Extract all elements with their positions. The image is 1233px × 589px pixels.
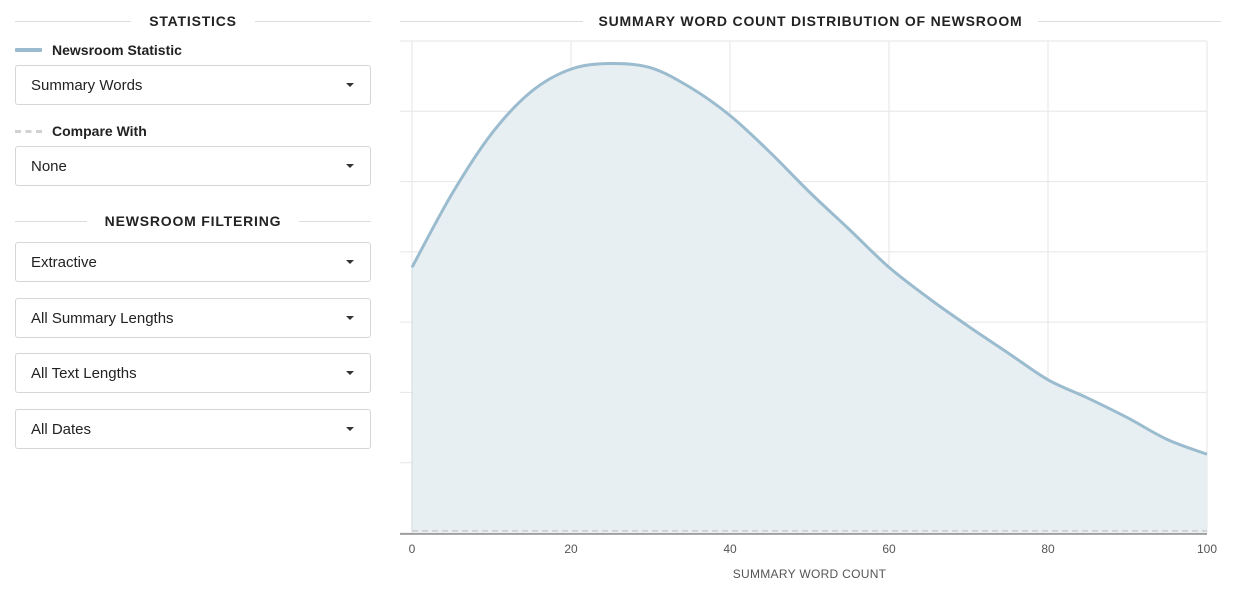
newsroom-statistic-value: Summary Words: [31, 76, 143, 94]
divider: [1037, 20, 1221, 22]
divider: [400, 20, 584, 22]
x-tick-label: 100: [1197, 542, 1217, 556]
statistics-header: STATISTICS: [15, 11, 371, 31]
x-tick-label: 80: [1041, 542, 1055, 556]
x-tick-label: 60: [882, 542, 896, 556]
divider: [299, 220, 371, 222]
x-tick-label: 20: [564, 542, 578, 556]
caret-down-icon: [346, 427, 354, 431]
chart-header: SUMMARY WORD COUNT DISTRIBUTION OF NEWSR…: [400, 11, 1221, 31]
x-axis-label: SUMMARY WORD COUNT: [733, 567, 887, 581]
x-tick-label: 0: [409, 542, 416, 556]
x-tick-label: 40: [723, 542, 737, 556]
compare-with-legend: Compare With: [15, 122, 371, 140]
caret-down-icon: [346, 83, 354, 87]
compare-with-value: None: [31, 157, 67, 175]
divider: [254, 20, 371, 22]
dashed-line-swatch-icon: [15, 129, 42, 133]
series-area-fill: [412, 63, 1207, 533]
solid-line-swatch-icon: [15, 48, 42, 52]
caret-down-icon: [346, 164, 354, 168]
filtering-title: NEWSROOM FILTERING: [104, 213, 282, 229]
newsroom-series-line: [410, 61, 1208, 456]
filter-value: All Dates: [31, 420, 92, 438]
filter-value: Extractive: [31, 253, 97, 271]
filter-dropdown-summary-lengths[interactable]: All Summary Lengths: [15, 298, 371, 338]
divider: [15, 20, 132, 22]
filtering-header: NEWSROOM FILTERING: [15, 211, 371, 231]
filter-dropdown-extractive[interactable]: Extractive: [15, 242, 371, 282]
filter-value: All Summary Lengths: [31, 309, 174, 327]
caret-down-icon: [346, 316, 354, 320]
newsroom-statistic-label: Newsroom Statistic: [52, 42, 182, 58]
statistics-title: STATISTICS: [149, 13, 237, 29]
divider: [15, 220, 87, 222]
chart-title: SUMMARY WORD COUNT DISTRIBUTION OF NEWSR…: [598, 13, 1023, 29]
compare-with-dropdown[interactable]: None: [15, 146, 371, 186]
caret-down-icon: [346, 260, 354, 264]
compare-with-label: Compare With: [52, 123, 147, 139]
newsroom-statistic-legend: Newsroom Statistic: [15, 41, 371, 59]
newsroom-statistic-dropdown[interactable]: Summary Words: [15, 65, 371, 105]
filter-dropdown-dates[interactable]: All Dates: [15, 409, 371, 449]
filter-dropdown-text-lengths[interactable]: All Text Lengths: [15, 353, 371, 393]
filter-value: All Text Lengths: [31, 364, 137, 382]
sidebar: STATISTICS Newsroom Statistic Summary Wo…: [15, 0, 371, 449]
caret-down-icon: [346, 371, 354, 375]
